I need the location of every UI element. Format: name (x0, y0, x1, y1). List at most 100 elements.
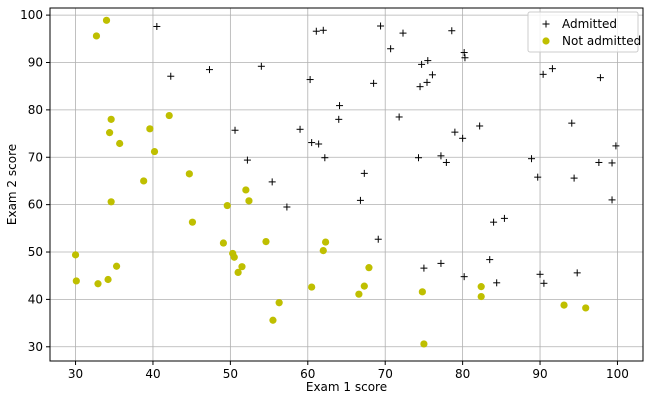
not-admitted-point (107, 115, 115, 123)
not-admitted-point (582, 304, 590, 312)
y-tick-label: 50 (28, 245, 43, 259)
admitted-point (536, 270, 544, 278)
admitted-point (268, 178, 276, 186)
y-axis-label: Exam 2 score (5, 144, 19, 225)
x-tick-label: 60 (300, 367, 315, 381)
admitted-point (540, 279, 548, 287)
admitted-point (448, 27, 456, 35)
admitted-point (437, 259, 445, 267)
x-tick-label: 80 (455, 367, 470, 381)
admitted-point (451, 128, 459, 136)
not-admitted-point (321, 238, 330, 246)
admitted-point (319, 26, 327, 34)
not-admitted-point (477, 283, 485, 291)
not-admitted-point (245, 197, 253, 205)
admitted-point (608, 159, 616, 167)
not-admitted-point (418, 288, 426, 296)
admitted-point (312, 27, 320, 35)
x-tick-label: 70 (378, 367, 393, 381)
admitted-point (595, 158, 603, 166)
admitted-point (486, 256, 494, 264)
not-admitted-point (275, 299, 283, 307)
not-admitted-point (219, 239, 228, 247)
admitted-point (205, 66, 213, 74)
not-admitted-point (238, 263, 246, 271)
admitted-point (414, 154, 422, 162)
admitted-point (231, 126, 239, 134)
admitted-point (568, 119, 576, 127)
y-tick-label: 70 (28, 150, 43, 164)
not-admitted-point (223, 201, 231, 210)
admitted-point (442, 158, 450, 166)
admitted-point (459, 134, 467, 142)
not-admitted-point (112, 262, 121, 270)
admitted-point (420, 264, 428, 272)
plot-frame (49, 7, 644, 362)
not-admitted-point (106, 129, 114, 137)
y-tick-label: 80 (28, 103, 43, 117)
admitted-point (308, 139, 316, 147)
admitted-point (534, 173, 542, 181)
not-admitted-point (146, 125, 154, 133)
not-admitted-point (150, 147, 159, 156)
admitted-point (416, 83, 424, 91)
x-tick-label: 30 (68, 367, 83, 381)
admitted-point (570, 174, 578, 182)
admitted-point (428, 71, 436, 79)
admitted-point (360, 169, 368, 177)
not-admitted-point (355, 290, 363, 298)
admitted-point (377, 22, 385, 30)
y-tick-label: 60 (28, 198, 43, 212)
data-points (71, 16, 620, 348)
not-admitted-point (242, 186, 250, 194)
not-admitted-point (360, 282, 368, 290)
legend-marker-admitted (542, 20, 550, 28)
admitted-point (370, 79, 378, 87)
admitted-point (490, 218, 498, 226)
grid (50, 8, 643, 361)
admitted-point (418, 60, 426, 68)
not-admitted-point (92, 32, 101, 40)
admitted-point (374, 235, 382, 243)
not-admitted-point (188, 218, 197, 226)
not-admitted-point (319, 246, 327, 255)
admitted-point (153, 22, 161, 30)
admitted-point (476, 122, 484, 130)
not-admitted-point (72, 277, 80, 285)
not-admitted-point (107, 198, 115, 206)
legend-marker-not-admitted (542, 37, 550, 45)
admitted-point (608, 196, 616, 204)
admitted-point (424, 57, 432, 65)
not-admitted-point (71, 251, 80, 259)
x-axis-label: Exam 1 score (306, 380, 387, 394)
not-admitted-point (140, 177, 148, 185)
not-admitted-point (365, 264, 373, 272)
admitted-point (315, 140, 323, 148)
admitted-point (336, 102, 344, 110)
admitted-point (257, 62, 265, 70)
y-tick-label: 30 (28, 340, 43, 354)
admitted-point (387, 45, 395, 53)
not-admitted-point (477, 292, 485, 301)
not-admitted-point (560, 301, 568, 309)
admitted-point (423, 78, 431, 86)
y-axis: 30 40 50 60 70 80 90 100 (20, 8, 50, 354)
not-admitted-point (185, 170, 193, 178)
x-tick-label: 40 (145, 367, 160, 381)
not-admitted-point (230, 253, 238, 261)
admitted-point (548, 65, 556, 73)
admitted-point (167, 72, 175, 80)
x-tick-label: 50 (223, 367, 238, 381)
not-admitted-point (262, 237, 270, 246)
not-admitted-point (116, 139, 124, 148)
admitted-point (283, 203, 291, 211)
admitted-point (321, 154, 329, 162)
admitted-point (335, 115, 343, 123)
not-admitted-point (165, 111, 173, 120)
not-admitted-point (420, 340, 428, 348)
y-tick-label: 100 (20, 8, 43, 22)
admitted-point (528, 155, 536, 163)
admitted-point (539, 70, 547, 78)
admitted-point (243, 156, 251, 164)
